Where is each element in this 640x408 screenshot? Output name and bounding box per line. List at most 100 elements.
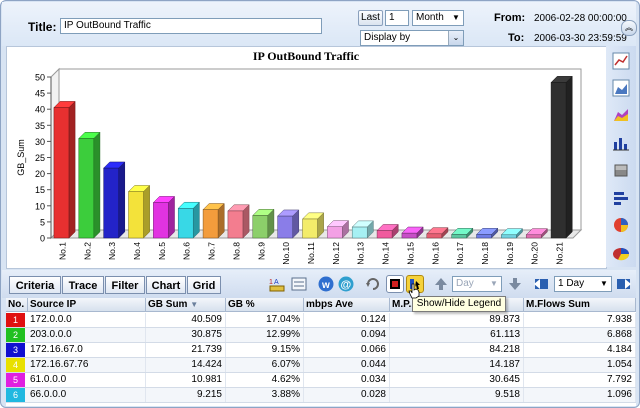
arrow-up-icon[interactable] [432, 275, 450, 293]
bar [426, 233, 443, 239]
refresh-icon[interactable] [364, 275, 382, 293]
cell-gb: 40.509 [146, 313, 226, 327]
tab-filter[interactable]: Filter [105, 276, 145, 294]
chevron-down-icon: ▼ [597, 277, 611, 291]
col-header-mbps-ave[interactable]: mbps Ave [304, 298, 390, 312]
x-tick-label: No.18 [480, 242, 490, 265]
bar [302, 218, 318, 239]
hbar-chart-icon[interactable] [612, 189, 630, 207]
x-tick-label: No.9 [256, 242, 266, 260]
y-tick-label: 10 [35, 201, 45, 211]
cell-pct: 4.62% [226, 373, 304, 387]
table-row[interactable]: 2 203.0.0.0 30.875 12.99% 0.094 61.113 6.868 [6, 328, 636, 343]
table-row[interactable]: 3 172.16.67.0 21.739 9.15% 0.066 84.218 4.184 [6, 343, 636, 358]
y-tick-label: 40 [35, 105, 45, 115]
bar-chart-icon[interactable] [612, 134, 630, 152]
title-input[interactable]: IP OutBound Traffic [60, 18, 322, 34]
x-tick-label: No.20 [530, 242, 540, 265]
x-tick-label: No.5 [157, 242, 167, 260]
last-count-input[interactable]: 1 [385, 10, 409, 26]
bar [202, 209, 219, 239]
back-icon[interactable] [532, 275, 550, 293]
x-tick-label: No.16 [430, 242, 440, 265]
bar-side [565, 75, 573, 239]
y-tick-label: 15 [35, 185, 45, 195]
bar [550, 82, 567, 239]
svg-text:@: @ [341, 279, 352, 291]
arrow-down-icon[interactable] [506, 275, 524, 293]
chevron-down-icon: ▼ [487, 277, 501, 291]
table-row[interactable]: 6 66.0.0.0 9.215 3.88% 0.028 9.518 1.096 [6, 388, 636, 403]
3d-pie-chart-icon[interactable] [612, 244, 630, 262]
x-tick-label: No.6 [182, 242, 192, 260]
line-chart-icon[interactable] [612, 52, 630, 70]
control-panel: Title: IP OutBound Traffic Last 1 Month … [2, 2, 637, 46]
y-tick-label: 35 [35, 121, 45, 131]
col-header-gb-pct[interactable]: GB % [226, 298, 304, 312]
export-icon[interactable] [290, 275, 308, 293]
x-tick-label: No.8 [231, 242, 241, 260]
x-tick-label: No.14 [381, 242, 391, 265]
display-by-select[interactable]: Display by ⌄ [360, 30, 464, 46]
y-tick-label: 25 [35, 153, 45, 163]
cell-ip: 172.16.67.76 [28, 358, 146, 372]
3d-area-chart-icon[interactable] [612, 106, 630, 124]
col-header-gb-sum[interactable]: GB Sum ▼ [146, 298, 226, 312]
bar [277, 215, 293, 239]
web-icon[interactable]: w [317, 275, 335, 293]
cell-mbps: 0.028 [304, 388, 390, 402]
col-header-no[interactable]: No. [6, 298, 28, 312]
tab-grid[interactable]: Grid [187, 276, 221, 294]
cell-ip: 61.0.0.0 [28, 373, 146, 387]
cell-mbps: 0.094 [304, 328, 390, 342]
collapse-icon[interactable]: ︽ [621, 20, 637, 36]
cell-mp: 61.113 [390, 328, 524, 342]
x-tick-label: No.17 [455, 242, 465, 265]
x-tick-label: No.15 [405, 242, 415, 265]
col-header-mflows-sum[interactable]: M.Flows Sum [524, 298, 636, 312]
y-tick-label: 20 [35, 169, 45, 179]
table-row[interactable]: 1 172.0.0.0 40.509 17.04% 0.124 89.873 7.938 [6, 313, 636, 328]
y-tick-label: 45 [35, 89, 45, 99]
bar [451, 234, 467, 239]
cell-mp: 9.518 [390, 388, 524, 402]
table-row[interactable]: 5 61.0.0.0 10.981 4.62% 0.034 30.645 7.792 [6, 373, 636, 388]
bar [53, 107, 70, 239]
interval-select[interactable]: 1 Day ▼ [554, 276, 612, 292]
cell-ip: 172.0.0.0 [28, 313, 146, 327]
cell-flows: 7.938 [524, 313, 636, 327]
x-tick-label: No.7 [207, 242, 217, 260]
day-placeholder: Day [456, 278, 474, 289]
cell-gb: 21.739 [146, 343, 226, 357]
y-tick-label: 5 [40, 217, 45, 227]
stacked-chart-icon[interactable] [612, 161, 630, 179]
tab-criteria[interactable]: Criteria [9, 276, 61, 294]
last-button[interactable]: Last [358, 10, 383, 26]
day-select[interactable]: Day ▼ [452, 276, 502, 292]
forward-icon[interactable] [615, 275, 633, 293]
col-header-source-ip[interactable]: Source IP [28, 298, 146, 312]
email-icon[interactable]: @ [337, 275, 355, 293]
period-value: Month [416, 12, 444, 23]
y-axis-label: GB_Sum [16, 139, 26, 176]
pie-chart-icon[interactable] [612, 216, 630, 234]
table-row[interactable]: 4 172.16.67.76 14.424 6.07% 0.044 14.187 1.054 [6, 358, 636, 373]
row-color-swatch: 2 [6, 328, 25, 342]
x-tick-label: No.2 [82, 242, 92, 260]
bar-side [143, 184, 150, 239]
tab-trace[interactable]: Trace [62, 276, 104, 294]
svg-text:1: 1 [269, 279, 273, 286]
chart-type-sidebar [606, 46, 636, 267]
period-select[interactable]: Month ▼ [412, 10, 464, 26]
cell-pct: 12.99% [226, 328, 304, 342]
to-value: 2006-03-30 23:59:59 [534, 33, 627, 44]
area-chart-icon[interactable] [612, 79, 630, 97]
cell-flows: 7.792 [524, 373, 636, 387]
cell-pct: 6.07% [226, 358, 304, 372]
title-label: Title: [28, 20, 57, 34]
sort-desc-icon: ▼ [190, 300, 199, 309]
tab-chart[interactable]: Chart [146, 276, 186, 294]
cell-gb: 30.875 [146, 328, 226, 342]
color-icon[interactable] [386, 275, 404, 293]
